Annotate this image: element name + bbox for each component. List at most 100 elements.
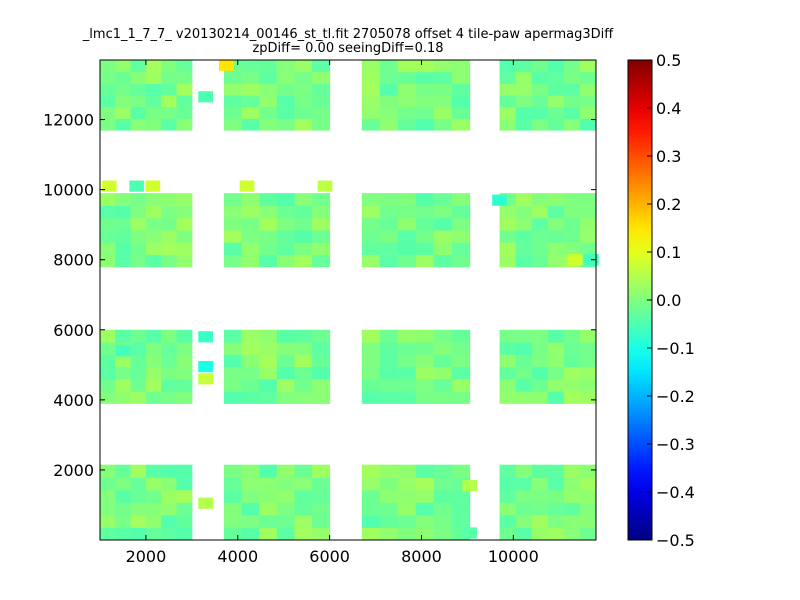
heatmap-cell (176, 95, 193, 108)
heatmap-cell (130, 354, 147, 368)
heatmap-cell (130, 242, 147, 255)
heatmap-cell (547, 217, 565, 231)
heatmap-cell (115, 502, 132, 516)
heatmap-cell (312, 489, 331, 503)
heatmap-cell (224, 254, 243, 268)
heatmap-cell (397, 489, 417, 503)
heatmap-cell (515, 527, 533, 541)
heatmap-cell (397, 71, 417, 84)
y-tick-label: 8000 (53, 251, 94, 270)
heatmap-cell (415, 60, 435, 73)
heatmap-cell (176, 514, 193, 528)
heatmap-cell (312, 254, 331, 268)
heatmap-cell (361, 354, 381, 368)
heatmap-cell (145, 527, 162, 541)
heatmap-cell (161, 193, 178, 206)
heatmap-cell (515, 118, 533, 131)
heatmap-cell (115, 193, 132, 206)
heatmap-cell (241, 242, 260, 255)
heatmap-cell (115, 354, 132, 368)
heatmap-cell (433, 118, 453, 131)
heatmap-cell (379, 60, 399, 73)
heatmap-cell (294, 354, 313, 368)
heatmap-cell (415, 71, 435, 84)
heatmap-cell (451, 254, 471, 268)
heatmap-cell (547, 229, 565, 243)
heatmap-cell (161, 229, 178, 243)
heatmap-cell (563, 489, 581, 503)
heatmap-cell (451, 106, 471, 119)
heatmap-outlier-cell (115, 345, 131, 357)
heatmap-cell (397, 527, 417, 541)
y-tick-label: 10000 (43, 181, 94, 200)
heatmap-cell (499, 329, 517, 343)
heatmap-cell (563, 354, 581, 368)
heatmap-cells (100, 59, 599, 541)
heatmap-cell (361, 502, 381, 516)
heatmap-cell (115, 95, 132, 108)
heatmap-cell (241, 95, 260, 108)
heatmap-cell (515, 106, 533, 119)
heatmap-cell (547, 366, 565, 380)
heatmap-cell (379, 229, 399, 243)
heatmap-cell (224, 95, 243, 108)
heatmap-cell (579, 354, 597, 368)
heatmap-cell (145, 118, 162, 131)
heatmap-cell (161, 527, 178, 541)
heatmap-cell (433, 229, 453, 243)
heatmap-cell (379, 502, 399, 516)
heatmap-cell (294, 95, 313, 108)
heatmap-cell (115, 71, 132, 84)
heatmap-cell (241, 71, 260, 84)
heatmap-cell (115, 527, 132, 541)
heatmap-cell (130, 229, 147, 243)
heatmap-cell (563, 391, 581, 404)
heatmap-cell (294, 205, 313, 219)
heatmap-cell (115, 378, 132, 392)
heatmap-cell (361, 489, 381, 503)
heatmap-cell (259, 95, 278, 108)
heatmap-cell (161, 83, 178, 96)
heatmap-cell (294, 329, 313, 343)
heatmap-cell (397, 242, 417, 255)
heatmap-cell (433, 329, 453, 343)
heatmap-cell (312, 329, 331, 343)
heatmap-cell (241, 60, 260, 73)
heatmap-cell (115, 329, 132, 343)
heatmap-cell (115, 205, 132, 219)
heatmap-cell (415, 354, 435, 368)
heatmap-cell (259, 205, 278, 219)
heatmap-cell (397, 60, 417, 73)
heatmap-cell (515, 464, 533, 478)
heatmap-cell (379, 118, 399, 131)
heatmap-cell (361, 118, 381, 131)
heatmap-cell (145, 193, 162, 206)
heatmap-cell (100, 378, 116, 392)
heatmap-cell (145, 366, 162, 380)
heatmap-cell (241, 477, 260, 491)
heatmap-cell (531, 464, 549, 478)
heatmap-cell (499, 514, 517, 528)
heatmap-cell (241, 527, 260, 541)
heatmap-cell (176, 354, 193, 368)
heatmap-cell (130, 106, 147, 119)
heatmap-cell (415, 502, 435, 516)
heatmap-cell (276, 527, 295, 541)
chart-title-line2: zpDiff= 0.00 seeingDiff=0.18 (252, 41, 443, 56)
heatmap-cell (130, 391, 147, 404)
heatmap-outlier-cell (198, 497, 213, 509)
heatmap-cell (161, 502, 178, 516)
heatmap-cell (294, 217, 313, 231)
heatmap-cell (531, 378, 549, 392)
heatmap-cell (515, 477, 533, 491)
heatmap-cell (276, 489, 295, 503)
heatmap-cell (397, 354, 417, 368)
heatmap-cell (379, 477, 399, 491)
heatmap-cell (259, 118, 278, 131)
heatmap-cell (241, 205, 260, 219)
heatmap-cell (312, 378, 331, 392)
heatmap-cell (176, 193, 193, 206)
heatmap-cell (563, 118, 581, 131)
heatmap-cell (531, 254, 549, 268)
heatmap-cell (433, 242, 453, 255)
